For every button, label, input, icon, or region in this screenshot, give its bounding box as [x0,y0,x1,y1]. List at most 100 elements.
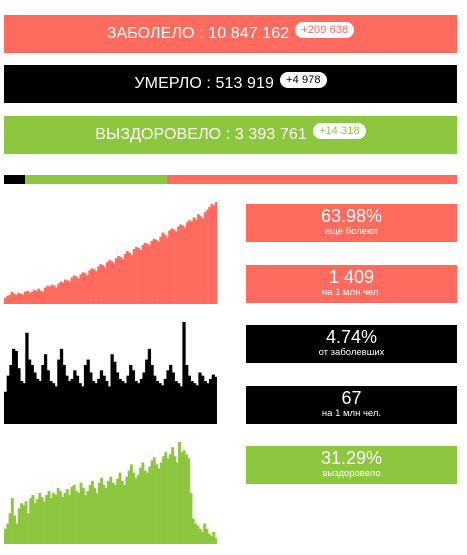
daily-deaths-bar [78,383,82,424]
stat-caption: выздоровело [322,468,381,479]
daily-deaths-bar [123,383,128,424]
daily-infected-bar [203,212,207,304]
daily-infected-bar [63,279,67,304]
daily-recovered-bar [182,450,186,544]
daily-infected-bar [72,275,76,304]
daily-infected-bar [174,231,178,304]
daily-deaths-bar [169,364,173,424]
daily-recovered-bar [24,501,28,544]
daily-deaths-bar [139,378,144,424]
daily-deaths-bar [105,381,109,424]
daily-recovered-bar [118,472,122,544]
daily-recovered-bar [29,498,33,544]
daily-infected-bar [208,207,211,304]
daily-recovered-bar [36,499,39,544]
daily-recovered-bar [26,513,30,544]
daily-infected-bar [70,277,74,304]
daily-recovered-chart [4,442,217,544]
infected-sparkline [4,200,217,304]
infected-total: ЗАБОЛЕЛО : 10 847 162 [106,25,290,42]
daily-recovered-bar [107,480,110,544]
daily-recovered-bar [47,490,51,544]
daily-infected-bar [197,214,200,304]
daily-deaths-bar [17,368,21,424]
daily-recovered-bar [189,493,193,544]
daily-infected-bar [55,287,58,304]
daily-infected-bar [21,294,25,304]
daily-infected-bar [137,247,140,304]
daily-recovered-bar [97,482,101,544]
daily-deaths-bar [54,386,58,424]
stat-caption: на 1 млн чел. [321,287,382,298]
daily-infected-bar [97,266,101,304]
daily-infected-bar [108,260,112,304]
daily-infected-bar [161,232,165,304]
daily-recovered-bar [212,531,216,544]
daily-deaths-bar [171,372,175,424]
daily-recovered-bar [214,537,217,544]
daily-recovered-bar [70,486,74,544]
daily-deaths-bar [195,385,199,424]
daily-recovered-bar [159,462,163,544]
daily-recovered-bar [207,533,211,544]
daily-deaths-bar [150,364,154,424]
daily-deaths-bar [33,372,37,424]
daily-recovered-bar [40,497,44,544]
daily-deaths-bar [201,375,205,424]
daily-infected-bar [10,291,14,304]
ratio-bar-recovered [25,175,168,184]
daily-recovered-bar [84,495,88,544]
daily-deaths-bar [35,378,40,424]
daily-infected-bar [8,294,12,304]
daily-infected-bar [75,276,78,304]
daily-recovered-bar [198,528,202,544]
daily-deaths-bar [185,364,189,424]
daily-infected-bar [101,265,105,304]
daily-deaths-bar [102,375,106,424]
daily-recovered-bar [155,464,159,544]
daily-infected-bar [214,202,217,304]
daily-infected-bar [79,274,83,304]
daily-infected-bar [117,256,120,304]
daily-deaths-bar [59,348,64,424]
daily-recovered-bar [88,484,92,544]
daily-deaths-bar [198,372,202,424]
daily-recovered-bar [143,470,147,544]
daily-deaths-bar [27,359,32,424]
daily-deaths-bar [30,364,34,424]
daily-infected-bar [92,269,96,304]
daily-recovered-bar [6,523,10,544]
daily-recovered-bar [109,476,113,544]
daily-infected-bar [179,224,183,304]
daily-infected-bar [185,222,189,304]
daily-infected-bar [188,220,191,304]
daily-deaths-bar [91,381,96,424]
daily-infected-bar [103,267,107,304]
daily-infected-bar [114,258,118,304]
daily-infected-bar [170,228,174,304]
daily-infected-bar [17,292,21,304]
daily-recovered-bar [49,498,53,544]
daily-deaths-bar [203,381,207,424]
daily-recovered-bar [150,460,154,544]
daily-recovered-bar [203,523,207,544]
daily-deaths-bar [131,370,136,424]
daily-deaths-chart [4,322,217,424]
daily-deaths-bar [115,372,120,424]
daily-deaths-bar [46,370,50,424]
daily-recovered-bar [116,478,120,544]
daily-deaths-bar [99,370,104,424]
daily-recovered-bar [196,525,200,544]
daily-infected-bar [41,291,45,304]
daily-deaths-bar [147,348,152,424]
daily-recovered-bar [152,457,156,544]
daily-deaths-bar [163,378,168,424]
daily-infected-bar [152,238,156,304]
daily-deaths-bar [190,381,194,424]
daily-recovered-bar [91,480,94,544]
daily-deaths-bar [155,381,160,424]
daily-infected-bar [130,255,134,304]
daily-deaths-bar [211,374,215,424]
daily-recovered-bar [200,531,204,544]
died-total: УМЕРЛО : 513 919 [134,75,275,92]
